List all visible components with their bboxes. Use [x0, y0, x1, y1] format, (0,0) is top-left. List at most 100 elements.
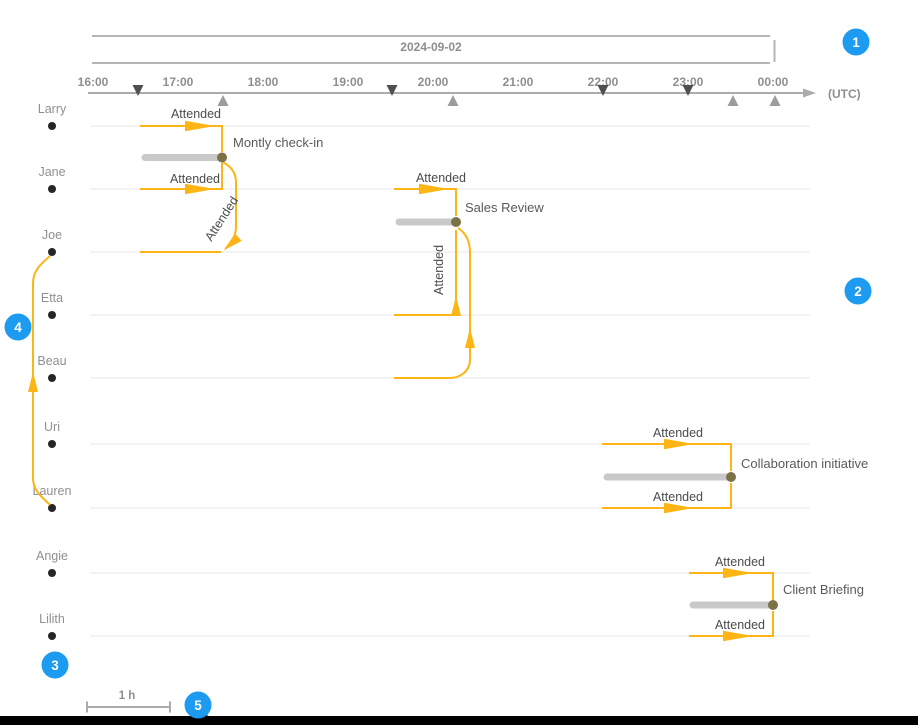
- person-dot: [48, 504, 56, 512]
- person-label-joe: Joe: [42, 228, 62, 242]
- event-start-marker-icon: [597, 85, 609, 96]
- event-montly-check-in: Attended Attended Attended Montly check-…: [140, 107, 323, 253]
- person-dot: [48, 569, 56, 577]
- person-label-lilith: Lilith: [39, 612, 65, 626]
- annotation-badge-4: 4: [4, 313, 32, 341]
- event-title: Collaboration initiative: [741, 456, 868, 471]
- date-label: 2024-09-02: [400, 40, 462, 54]
- scale-label: 1 h: [119, 690, 136, 702]
- person-label-etta: Etta: [41, 291, 63, 305]
- tick-16: 16:00: [78, 75, 109, 89]
- event-title: Montly check-in: [233, 135, 323, 150]
- attended-label: Attended: [653, 426, 703, 440]
- person-dot: [48, 248, 56, 256]
- attend-path-lauren: [602, 483, 732, 509]
- event-end-dot: [217, 152, 227, 163]
- axis-arrow-icon: [803, 88, 816, 98]
- event-client-briefing: Attended Attended Client Briefing: [689, 555, 864, 642]
- event-end-dot: [451, 217, 461, 227]
- annotation-badge-1: 1: [842, 28, 870, 56]
- person-label-beau: Beau: [37, 354, 66, 368]
- badge-circle: [184, 691, 212, 719]
- time-axis: 16:00 17:00 18:00 19:00 20:00 21:00 22:0…: [78, 75, 861, 106]
- badge-number: 2: [854, 284, 862, 299]
- attend-path-jane: [140, 163, 223, 190]
- event-end-marker-icon: [447, 95, 459, 106]
- tick-23: 23:00: [673, 75, 704, 89]
- attend-path-etta: [394, 230, 457, 316]
- badge-number: 3: [51, 658, 59, 673]
- event-start-marker-icon: [132, 85, 144, 96]
- attended-label: Attended: [715, 555, 765, 569]
- lane-rows: [90, 125, 810, 637]
- person-link-lauren-joe: [28, 255, 51, 506]
- attended-arrowhead-icon: [185, 183, 215, 195]
- event-collaboration-initiative: Attended Attended Collaboration initiati…: [602, 426, 868, 514]
- tick-21: 21:00: [503, 75, 534, 89]
- attended-arrowhead-icon: [465, 328, 475, 348]
- badge-circle: [41, 651, 69, 679]
- event-sales-review: Attended Attended Sales Review: [394, 171, 544, 379]
- person-dot: [48, 440, 56, 448]
- person-dot: [48, 374, 56, 382]
- attended-label-rotated: Attended: [432, 245, 446, 295]
- person-dot: [48, 122, 56, 130]
- attended-label: Attended: [171, 107, 221, 121]
- attended-arrowhead-icon: [451, 296, 461, 316]
- attend-path-uri: [602, 443, 732, 471]
- person-label-uri: Uri: [44, 420, 60, 434]
- person-dot: [48, 632, 56, 640]
- attended-arrowhead-icon: [723, 630, 753, 642]
- person-label-angie: Angie: [36, 549, 68, 563]
- badge-number: 5: [194, 698, 202, 713]
- attend-path-larry: [140, 125, 223, 152]
- utc-label: (UTC): [828, 87, 861, 101]
- tick-22: 22:00: [588, 75, 619, 89]
- tick-20: 20:00: [418, 75, 449, 89]
- event-end-marker-icon: [217, 95, 229, 106]
- event-title: Client Briefing: [783, 582, 864, 597]
- scale-bar: 1 h: [86, 690, 171, 713]
- badge-number: 1: [852, 35, 860, 50]
- badge-circle: [844, 277, 872, 305]
- attended-arrowhead-icon: [723, 567, 753, 579]
- attended-label: Attended: [653, 490, 703, 504]
- event-end-marker-icon: [727, 95, 739, 106]
- attend-path-lilith: [689, 611, 774, 637]
- event-end-dot: [768, 600, 778, 610]
- tick-00: 00:00: [758, 75, 789, 89]
- attended-arrowhead-icon: [664, 502, 694, 514]
- event-end-markers: [217, 95, 781, 106]
- attended-label: Attended: [416, 171, 466, 185]
- person-label-larry: Larry: [38, 102, 67, 116]
- person-dot: [48, 185, 56, 193]
- bottom-border: [0, 712, 918, 725]
- attended-arrowhead-icon: [664, 438, 694, 450]
- event-start-marker-icon: [682, 85, 694, 96]
- badge-number: 4: [14, 320, 22, 335]
- annotation-badge-5: 5: [184, 691, 212, 719]
- annotation-badge-3: 3: [41, 651, 69, 679]
- annotation-badge-2: 2: [844, 277, 872, 305]
- annotation-badges: 1 2 3 4 5: [4, 28, 872, 719]
- attended-arrowhead-icon: [223, 233, 242, 251]
- person-dot: [48, 311, 56, 319]
- badge-circle: [4, 313, 32, 341]
- attended-arrowhead-icon: [185, 120, 215, 132]
- person-label-lauren: Lauren: [33, 484, 72, 498]
- tick-19: 19:00: [333, 75, 364, 89]
- event-end-marker-icon: [769, 95, 781, 106]
- attend-path-beau: [394, 227, 471, 379]
- bottom-border-bar: [0, 716, 918, 725]
- attend-path-angie: [689, 572, 774, 600]
- attended-label: Attended: [170, 172, 220, 186]
- event-title: Sales Review: [465, 200, 544, 215]
- event-start-marker-icon: [386, 85, 398, 96]
- event-start-markers: [132, 85, 694, 96]
- tick-18: 18:00: [248, 75, 279, 89]
- person-label-jane: Jane: [38, 165, 65, 179]
- tick-17: 17:00: [163, 75, 194, 89]
- event-end-dot: [726, 472, 736, 482]
